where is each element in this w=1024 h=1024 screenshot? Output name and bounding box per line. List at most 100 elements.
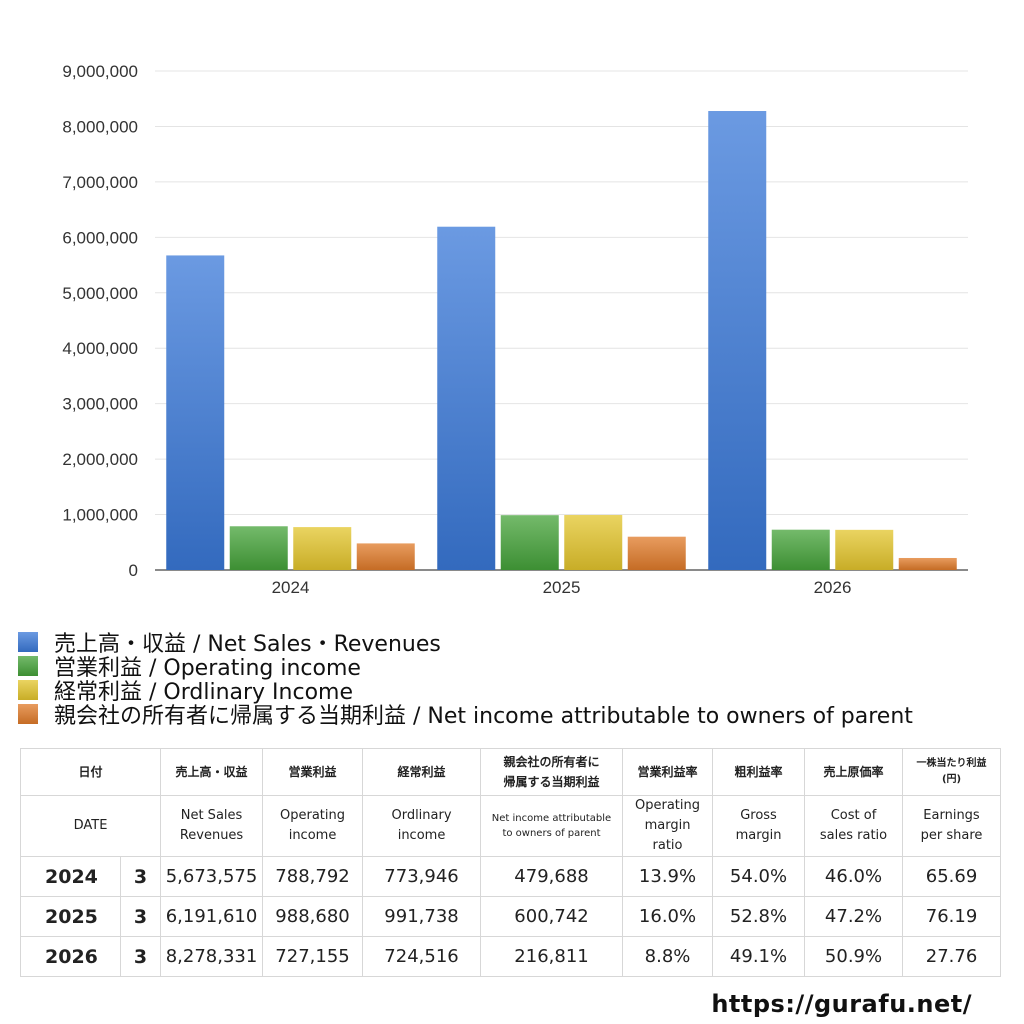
th-ordinary-en-l1: Ordlinary [391,808,452,823]
table-row: 2025 3 6,191,610 988,680 991,738 600,742… [20,896,1002,937]
cell-gross: 52.8% [712,896,806,937]
cell-ordinary: 991,738 [362,896,482,937]
th-op-margin-en-l3: ratio [652,838,683,853]
th-operating-en: Operating income [262,795,364,857]
cell-cost: 50.9% [804,936,904,977]
th-operating-en-l1: Operating [280,808,346,823]
table-header-en: DATE Net Sales Revenues Operating income O… [19,795,1002,857]
legend: 売上高・収益 / Net Sales・Revenues 営業利益 / Opera… [18,630,913,729]
cell-gross: 49.1% [712,936,806,977]
x-axis-ticks: 2024 2025 2026 [272,578,852,597]
financial-table: 日付 売上高・収益 営業利益 経常利益 親会社の所有者に 帰属する当期利益 営業利… [19,748,1002,977]
th-net-sales-en-l1: Net Sales [180,808,243,823]
th-op-margin-jp: 営業利益率 [622,748,714,796]
cell-ordinary: 773,946 [362,856,482,897]
y-tick-label: 5,000,000 [62,284,138,303]
cell-operating: 988,680 [262,896,364,937]
th-date-en: DATE [19,795,162,857]
x-tick-label: 2024 [272,578,310,597]
source-url[interactable]: https://gurafu.net/ [711,990,972,1018]
th-net-income-jp-l1: 親会社の所有者に [503,755,600,769]
bar [166,255,225,570]
bar [898,557,957,570]
cell-net-income: 479,688 [480,856,624,897]
cell-month: 3 [119,936,162,977]
cell-eps: 27.76 [902,936,1002,977]
th-op-margin-en-l2: margin [644,818,691,833]
bar [437,226,496,570]
y-tick-label: 8,000,000 [62,117,138,136]
cell-net-sales: 5,673,575 [160,856,264,897]
th-net-income-jp: 親会社の所有者に 帰属する当期利益 [480,748,624,796]
th-net-income-en-l1: Net income attributable [491,813,612,824]
legend-swatch [18,656,38,676]
bar [229,526,288,570]
table-row: 2024 3 5,673,575 788,792 773,946 479,688… [20,856,1002,897]
cell-net-income: 216,811 [480,936,624,977]
x-tick-label: 2025 [543,578,581,597]
bar [293,527,352,570]
bar [500,515,559,570]
th-op-margin-en: Operating margin ratio [622,795,714,857]
th-gross-en: Gross margin [712,795,806,857]
legend-swatch [18,680,38,700]
th-net-income-en: Net income attributable to owners of pare… [480,795,624,857]
y-tick-label: 1,000,000 [62,506,138,525]
th-ordinary-jp: 経常利益 [362,748,482,796]
legend-label: 親会社の所有者に帰属する当期利益 / Net income attributab… [54,704,913,729]
th-operating-en-l2: income [288,828,337,843]
th-net-income-en-l2: to owners of parent [502,828,601,839]
cell-month: 3 [119,856,162,897]
x-tick-label: 2026 [814,578,852,597]
th-gross-jp: 粗利益率 [712,748,806,796]
bar [708,111,767,570]
cell-net-income: 600,742 [480,896,624,937]
th-eps-jp-l1: 一株当たり利益 [916,758,987,769]
legend-item-ordinary-income: 経常利益 / Ordlinary Income [18,678,913,705]
th-net-sales-en: Net Sales Revenues [160,795,264,857]
grid-lines [155,70,968,571]
th-net-sales-jp: 売上高・収益 [160,748,264,796]
bars [166,111,957,570]
cell-year: 2026 [20,936,121,977]
th-cost-jp: 売上原価率 [804,748,904,796]
bar [627,536,686,570]
y-axis-ticks: 0 1,000,000 2,000,000 3,000,000 4,000,000 5,0… [62,62,138,580]
cell-operating: 788,792 [262,856,364,897]
legend-item-net-sales: 売上高・収益 / Net Sales・Revenues [18,630,913,657]
th-ordinary-en: Ordlinary income [362,795,482,857]
cell-cost: 47.2% [804,896,904,937]
th-op-margin-en-l1: Operating [635,798,701,813]
cell-year: 2024 [20,856,121,897]
cell-op-margin: 16.0% [622,896,714,937]
y-tick-label: 2,000,000 [62,450,138,469]
bar-chart: 0 1,000,000 2,000,000 3,000,000 4,000,000 5,0… [62,62,968,597]
cell-op-margin: 8.8% [622,936,714,977]
bar [771,529,830,570]
y-tick-label: 9,000,000 [62,62,138,81]
bar [835,529,894,570]
th-eps-en-l1: Earnings [923,808,980,823]
th-date-jp: 日付 [19,748,162,796]
legend-label: 売上高・収益 / Net Sales・Revenues [54,632,441,657]
th-eps-jp: 一株当たり利益 (円) [902,748,1002,796]
th-gross-en-l1: Gross [740,808,777,823]
cell-eps: 76.19 [902,896,1002,937]
legend-item-operating-income: 営業利益 / Operating income [18,654,913,681]
legend-item-net-income: 親会社の所有者に帰属する当期利益 / Net income attributab… [18,702,913,729]
th-cost-en-l2: sales ratio [819,828,888,843]
th-cost-en-l1: Cost of [830,808,877,823]
th-gross-en-l2: margin [735,828,782,843]
th-net-income-jp-l2: 帰属する当期利益 [503,775,600,789]
legend-swatch [18,704,38,724]
table-row: 2026 3 8,278,331 727,155 724,516 216,811… [20,936,1002,977]
y-tick-label: 7,000,000 [62,173,138,192]
cell-cost: 46.0% [804,856,904,897]
bar [564,515,623,570]
cell-net-sales: 6,191,610 [160,896,264,937]
th-net-sales-en-l2: Revenues [179,828,244,843]
th-operating-jp: 営業利益 [262,748,364,796]
cell-year: 2025 [20,896,121,937]
y-tick-label: 0 [129,561,138,580]
y-tick-label: 6,000,000 [62,228,138,247]
